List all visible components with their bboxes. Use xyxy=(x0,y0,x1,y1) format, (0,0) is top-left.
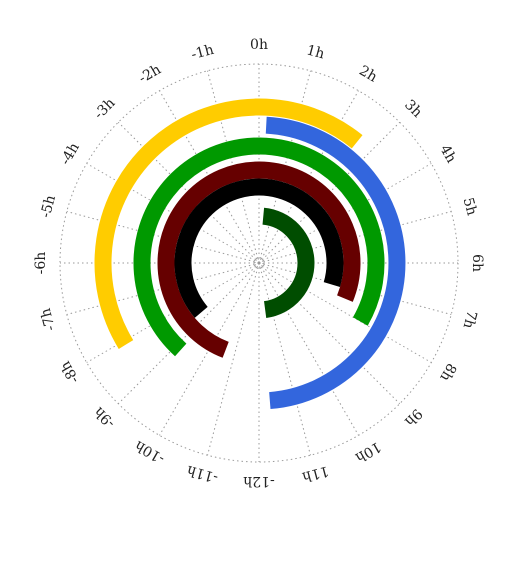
series-arc-4 xyxy=(157,161,361,358)
grid-spoke xyxy=(258,262,401,405)
arc-layer xyxy=(94,98,406,410)
series-arc-5 xyxy=(174,178,344,318)
angular-tick-label: -11h xyxy=(185,462,220,486)
angular-tick-label: 0h xyxy=(250,37,268,53)
angular-tick-label: 1h xyxy=(305,42,326,62)
angular-tick-label: -4h xyxy=(58,140,83,168)
series-arc-2 xyxy=(265,116,406,410)
angular-tick-label: 8h xyxy=(436,360,459,384)
grid-spoke xyxy=(207,262,260,456)
angular-tick-label: 3h xyxy=(401,97,425,121)
angular-tick-label: 9h xyxy=(401,405,425,429)
grid-spoke xyxy=(258,262,359,436)
series-arc-3 xyxy=(133,137,385,357)
angular-tick-label: -8h xyxy=(58,358,83,386)
angular-tick-label: 5h xyxy=(460,196,480,217)
angular-tick-label: -10h xyxy=(132,437,167,467)
angular-tick-label: 6h xyxy=(469,254,485,272)
series-arc-1 xyxy=(94,98,363,349)
angular-tick-label: -2h xyxy=(136,62,164,87)
angular-tick-label: -7h xyxy=(38,306,59,332)
angular-tick-label: 4h xyxy=(436,142,459,166)
angular-tick-label: 7h xyxy=(460,309,480,330)
angular-tick-label: 11h xyxy=(300,462,330,484)
series-arc-6 xyxy=(262,207,315,319)
angular-tick-label: -9h xyxy=(91,403,118,430)
center-marker xyxy=(254,258,264,268)
angular-tick-label: -1h xyxy=(190,42,216,63)
angular-tick-label: 10h xyxy=(352,438,383,465)
grid-spoke xyxy=(258,262,432,363)
grid-spoke xyxy=(258,262,311,456)
angular-tick-label: 2h xyxy=(356,63,380,86)
angular-tick-label: -6h xyxy=(33,252,49,275)
angular-tick-label: -5h xyxy=(38,194,59,220)
angular-tick-label: -3h xyxy=(91,95,118,122)
angular-tick-label: -12h xyxy=(243,473,275,489)
